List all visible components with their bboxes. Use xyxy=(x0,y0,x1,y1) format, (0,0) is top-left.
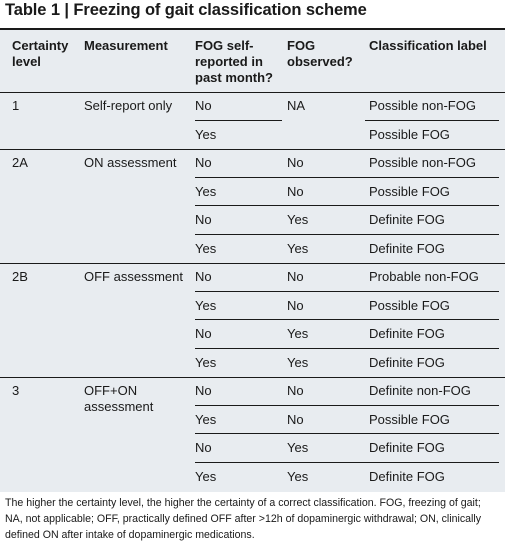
row-divider xyxy=(195,319,499,320)
classification-label-cell: Definite FOG xyxy=(369,354,445,370)
row-divider xyxy=(195,290,499,292)
classification-label-cell: Possible FOG xyxy=(369,411,450,427)
row-divider xyxy=(195,205,499,206)
header-measurement: Measurement xyxy=(84,38,168,53)
fog-self-reported-cell: No xyxy=(195,440,212,455)
classification-label-cell: Possible FOG xyxy=(369,126,450,142)
measurement-cell: OFF+ON assessment xyxy=(84,383,154,414)
row-divider xyxy=(195,233,499,235)
certainty-level-cell: 3 xyxy=(12,383,20,398)
fog-self-reported-cell: No xyxy=(195,383,212,398)
row-divider xyxy=(195,176,499,178)
fog-observed-cell: No xyxy=(287,183,304,199)
classification-label-cell: Definite FOG xyxy=(369,440,445,455)
fog-observed-cell: Yes xyxy=(287,354,309,370)
fog-observed-cell: Yes xyxy=(287,468,309,484)
fog-observed-cell: No xyxy=(287,155,304,170)
row-divider xyxy=(195,404,499,406)
table-row: Yes No Possible FOG xyxy=(0,292,505,320)
row-divider xyxy=(195,461,499,463)
header-certainty-level: Certainty level xyxy=(12,38,69,69)
table-row: No No Probable non-FOG xyxy=(0,263,505,292)
classification-label-cell: Definite FOG xyxy=(369,468,445,484)
row-divider xyxy=(195,119,282,121)
table-row: No No Definite non-FOG xyxy=(0,377,505,406)
fog-self-reported-cell: Yes xyxy=(195,240,217,256)
fog-observed-cell: Yes xyxy=(287,240,309,256)
fog-observed-cell: NA xyxy=(287,98,306,113)
table-row: No Yes Definite FOG xyxy=(0,434,505,463)
certainty-level-cell: 1 xyxy=(12,98,20,113)
fog-self-reported-cell: Yes xyxy=(195,297,217,313)
table-row: No Yes Definite FOG xyxy=(0,320,505,349)
classification-label-cell: Definite FOG xyxy=(369,240,445,256)
classification-label-cell: Possible FOG xyxy=(369,183,450,199)
header-fog-observed: FOG observed? xyxy=(287,38,353,69)
row-divider xyxy=(195,433,499,434)
classification-label-cell: Definite non-FOG xyxy=(369,383,471,398)
row-divider xyxy=(195,347,499,349)
fog-self-reported-cell: Yes xyxy=(195,468,217,484)
classification-table: Certainty level Measurement FOG self-rep… xyxy=(0,28,505,492)
table-group: 1 Self-report only No NA Possible non-FOG Yes… xyxy=(0,92,505,150)
header-fog-self-reported: FOG self-reported in past month? xyxy=(195,38,273,85)
table-row: Yes Yes Definite FOG xyxy=(0,463,505,492)
classification-label-cell: Definite FOG xyxy=(369,212,445,227)
fog-observed-cell: Yes xyxy=(287,440,309,455)
fog-self-reported-cell: Yes xyxy=(195,126,217,142)
classification-label-cell: Possible FOG xyxy=(369,297,450,313)
classification-label-cell: Possible non-FOG xyxy=(369,155,476,170)
measurement-cell: OFF assessment xyxy=(84,269,183,284)
fog-self-reported-cell: Yes xyxy=(195,411,217,427)
measurement-cell: ON assessment xyxy=(84,155,177,170)
table-group: 2A ON assessment No No Possible non-FOG Yes No… xyxy=(0,149,505,264)
fog-observed-cell: No xyxy=(287,383,304,398)
fog-self-reported-cell: Yes xyxy=(195,183,217,199)
fog-self-reported-cell: Yes xyxy=(195,354,217,370)
fog-observed-cell: No xyxy=(287,297,304,313)
classification-label-cell: Definite FOG xyxy=(369,326,445,341)
table-row: Yes No Possible FOG xyxy=(0,178,505,206)
table-group: 2B OFF assessment No No Probable non-FOG Yes N… xyxy=(0,263,505,378)
table-row: No No Possible non-FOG xyxy=(0,149,505,178)
fog-self-reported-cell: No xyxy=(195,98,212,113)
measurement-cell: Self-report only xyxy=(84,98,173,113)
table-row: No Yes Definite FOG xyxy=(0,206,505,235)
table-footnote: The higher the certainty level, the high… xyxy=(5,497,482,541)
table-header-row: Certainty level Measurement FOG self-rep… xyxy=(0,30,505,93)
fog-self-reported-cell: No xyxy=(195,326,212,341)
fog-observed-cell: Yes xyxy=(287,212,309,227)
certainty-level-cell: 2B xyxy=(12,269,28,284)
fog-observed-cell: No xyxy=(287,269,304,284)
table-row: Yes No Possible FOG xyxy=(0,406,505,434)
row-divider xyxy=(365,119,499,121)
fog-self-reported-cell: No xyxy=(195,269,212,284)
table-row: No NA Possible non-FOG xyxy=(0,92,505,121)
fog-self-reported-cell: No xyxy=(195,155,212,170)
table-row: Yes Possible FOG xyxy=(0,121,505,150)
header-classification-label: Classification label xyxy=(369,38,487,53)
fog-observed-cell: No xyxy=(287,411,304,427)
classification-label-cell: Probable non-FOG xyxy=(369,269,479,284)
fog-observed-cell: Yes xyxy=(287,326,309,341)
table-row: Yes Yes Definite FOG xyxy=(0,349,505,378)
fog-self-reported-cell: No xyxy=(195,212,212,227)
table-row: Yes Yes Definite FOG xyxy=(0,235,505,264)
table-title: Table 1 | Freezing of gait classificatio… xyxy=(5,1,367,19)
certainty-level-cell: 2A xyxy=(12,155,28,170)
table-group: 3 OFF+ON assessment No No Definite non-FOG Ye… xyxy=(0,377,505,491)
classification-label-cell: Possible non-FOG xyxy=(369,98,476,113)
